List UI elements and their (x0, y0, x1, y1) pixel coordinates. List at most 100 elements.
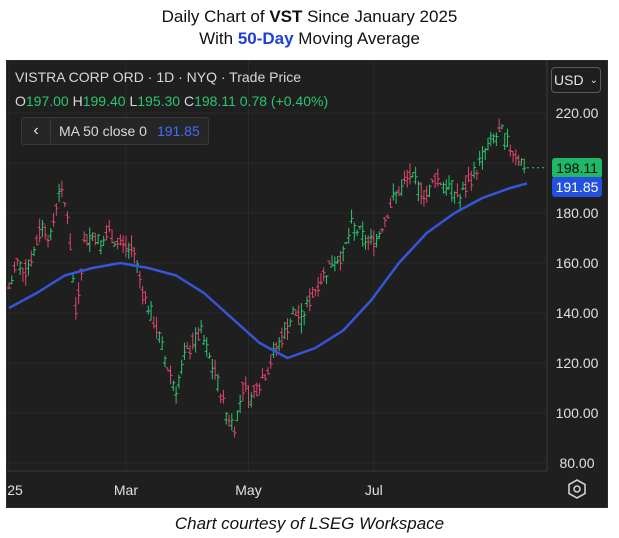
ohlc-bar (374, 234, 379, 248)
ohlc-bar (68, 233, 73, 251)
ohlc-bar (424, 185, 429, 203)
ohlc-bar (221, 389, 226, 404)
ohlc-bar (43, 225, 48, 240)
price-chart[interactable]: 80.00100.00120.00140.00160.00180.00200.0… (7, 61, 608, 508)
ohlc-bar (104, 225, 109, 241)
ohlc-bar (154, 316, 159, 339)
ohlc-bar (360, 221, 365, 247)
ohlc-bar (511, 151, 516, 163)
ohlc-bar (18, 261, 23, 276)
ohlc-bar (338, 250, 343, 271)
ohlc-bar (427, 184, 432, 198)
ohlc-bar (499, 124, 504, 130)
last-price-tag: 198.11 (552, 157, 602, 178)
ohlc-bar (235, 410, 240, 422)
low-value: 195.30 (137, 93, 181, 109)
ohlc-bar (126, 242, 131, 259)
ohlc-bar (299, 303, 304, 334)
ohlc-bar (458, 193, 463, 211)
chart-panel[interactable]: 80.00100.00120.00140.00160.00180.00200.0… (6, 60, 608, 508)
ohlc-bar (497, 118, 502, 132)
ohlc-bar (243, 376, 248, 392)
ohlc-bar (399, 179, 404, 196)
ohlc-bar (291, 306, 296, 315)
ohlc-bar (73, 296, 78, 320)
ohlc-bar (45, 235, 50, 248)
ohlc-bar (488, 131, 493, 147)
ohlc-bar (101, 235, 106, 247)
y-tick-label: 120.00 (556, 355, 599, 371)
ohlc-bar (502, 133, 507, 150)
ohlc-bar (508, 144, 513, 157)
ohlc-bar (227, 414, 232, 427)
ohlc-bar (204, 337, 209, 357)
ohlc-bar (266, 367, 270, 375)
ohlc-bar (346, 227, 351, 244)
ohlc-bar (196, 327, 201, 342)
ohlc-bar (190, 332, 195, 350)
ohlc-bar (93, 232, 98, 246)
ohlc-bar (349, 209, 354, 224)
ohlc-bar (26, 259, 31, 276)
ohlc-bar (174, 386, 179, 404)
ohlc-bar (302, 311, 307, 326)
ohlc-bar (149, 300, 154, 321)
ohlc-bar (491, 133, 496, 144)
ohlc-bar (182, 342, 187, 360)
ohlc-bar (140, 285, 145, 305)
ohlc-bar (474, 170, 479, 180)
ohlc-bar (193, 327, 198, 353)
ohlc-bar (391, 183, 396, 201)
ohlc-bar (160, 336, 165, 351)
ohlc-bar (96, 233, 101, 245)
currency-selector[interactable]: USD ⌄ (551, 67, 601, 93)
ohlc-bar (279, 327, 284, 349)
ohlc-bar (402, 170, 407, 185)
ma-legend-label: MA 50 close 0 (59, 123, 147, 139)
ohlc-bar (90, 232, 95, 242)
y-tick-label: 100.00 (556, 405, 599, 421)
ohlc-bar (394, 191, 399, 204)
ohlc-bar (12, 261, 17, 273)
ohlc-bar (62, 202, 67, 208)
ohlc-bar (224, 411, 229, 425)
ohlc-bar (112, 241, 117, 247)
ohlc-bar (260, 368, 265, 379)
ohlc-bar (304, 296, 309, 308)
ohlc-bar (444, 179, 449, 196)
ohlc-bar (34, 234, 39, 246)
ohlc-bar (37, 218, 42, 243)
instrument-header: VISTRA CORP ORD · 1D · NYQ · Trade Price (15, 69, 302, 85)
settings-hexagon-icon[interactable] (565, 477, 589, 501)
ohlc-bar (171, 380, 176, 392)
ohlc-bar (7, 282, 11, 290)
ohlc-bar (435, 168, 440, 187)
ohlc-bar (59, 180, 64, 198)
ohlc-bar (137, 270, 142, 289)
ma-legend[interactable]: ‹ MA 50 close 0 191.85 (21, 117, 209, 145)
ohlc-bar (277, 336, 282, 352)
ohlc-bar (232, 426, 237, 438)
ohlc-bar (513, 149, 518, 166)
ohlc-bar (115, 237, 120, 250)
ohlc-bar (263, 373, 268, 381)
ohlc-bar (20, 267, 25, 283)
ohlc-bar (179, 359, 184, 375)
ohlc-bar (65, 211, 70, 225)
ohlc-bar (466, 166, 471, 183)
ohlc-bar (296, 305, 301, 326)
ohlc-bar (463, 175, 468, 198)
ohlc-bar (157, 331, 162, 344)
ohlc-bar (51, 213, 56, 227)
ohlc-bar (438, 182, 443, 186)
currency-label: USD (554, 72, 584, 88)
collapse-legend-button[interactable]: ‹ (22, 119, 51, 143)
ohlc-bar (246, 385, 251, 409)
y-tick-label: 180.00 (556, 205, 599, 221)
ohlc-bar (151, 316, 156, 329)
ohlc-bar (207, 352, 212, 359)
ohlc-readout: O197.00 H199.40 L195.30 C198.11 0.78 (+0… (15, 93, 328, 109)
y-tick-label: 140.00 (556, 305, 599, 321)
ohlc-bar (168, 365, 173, 385)
x-tick-label: 25 (7, 482, 23, 498)
